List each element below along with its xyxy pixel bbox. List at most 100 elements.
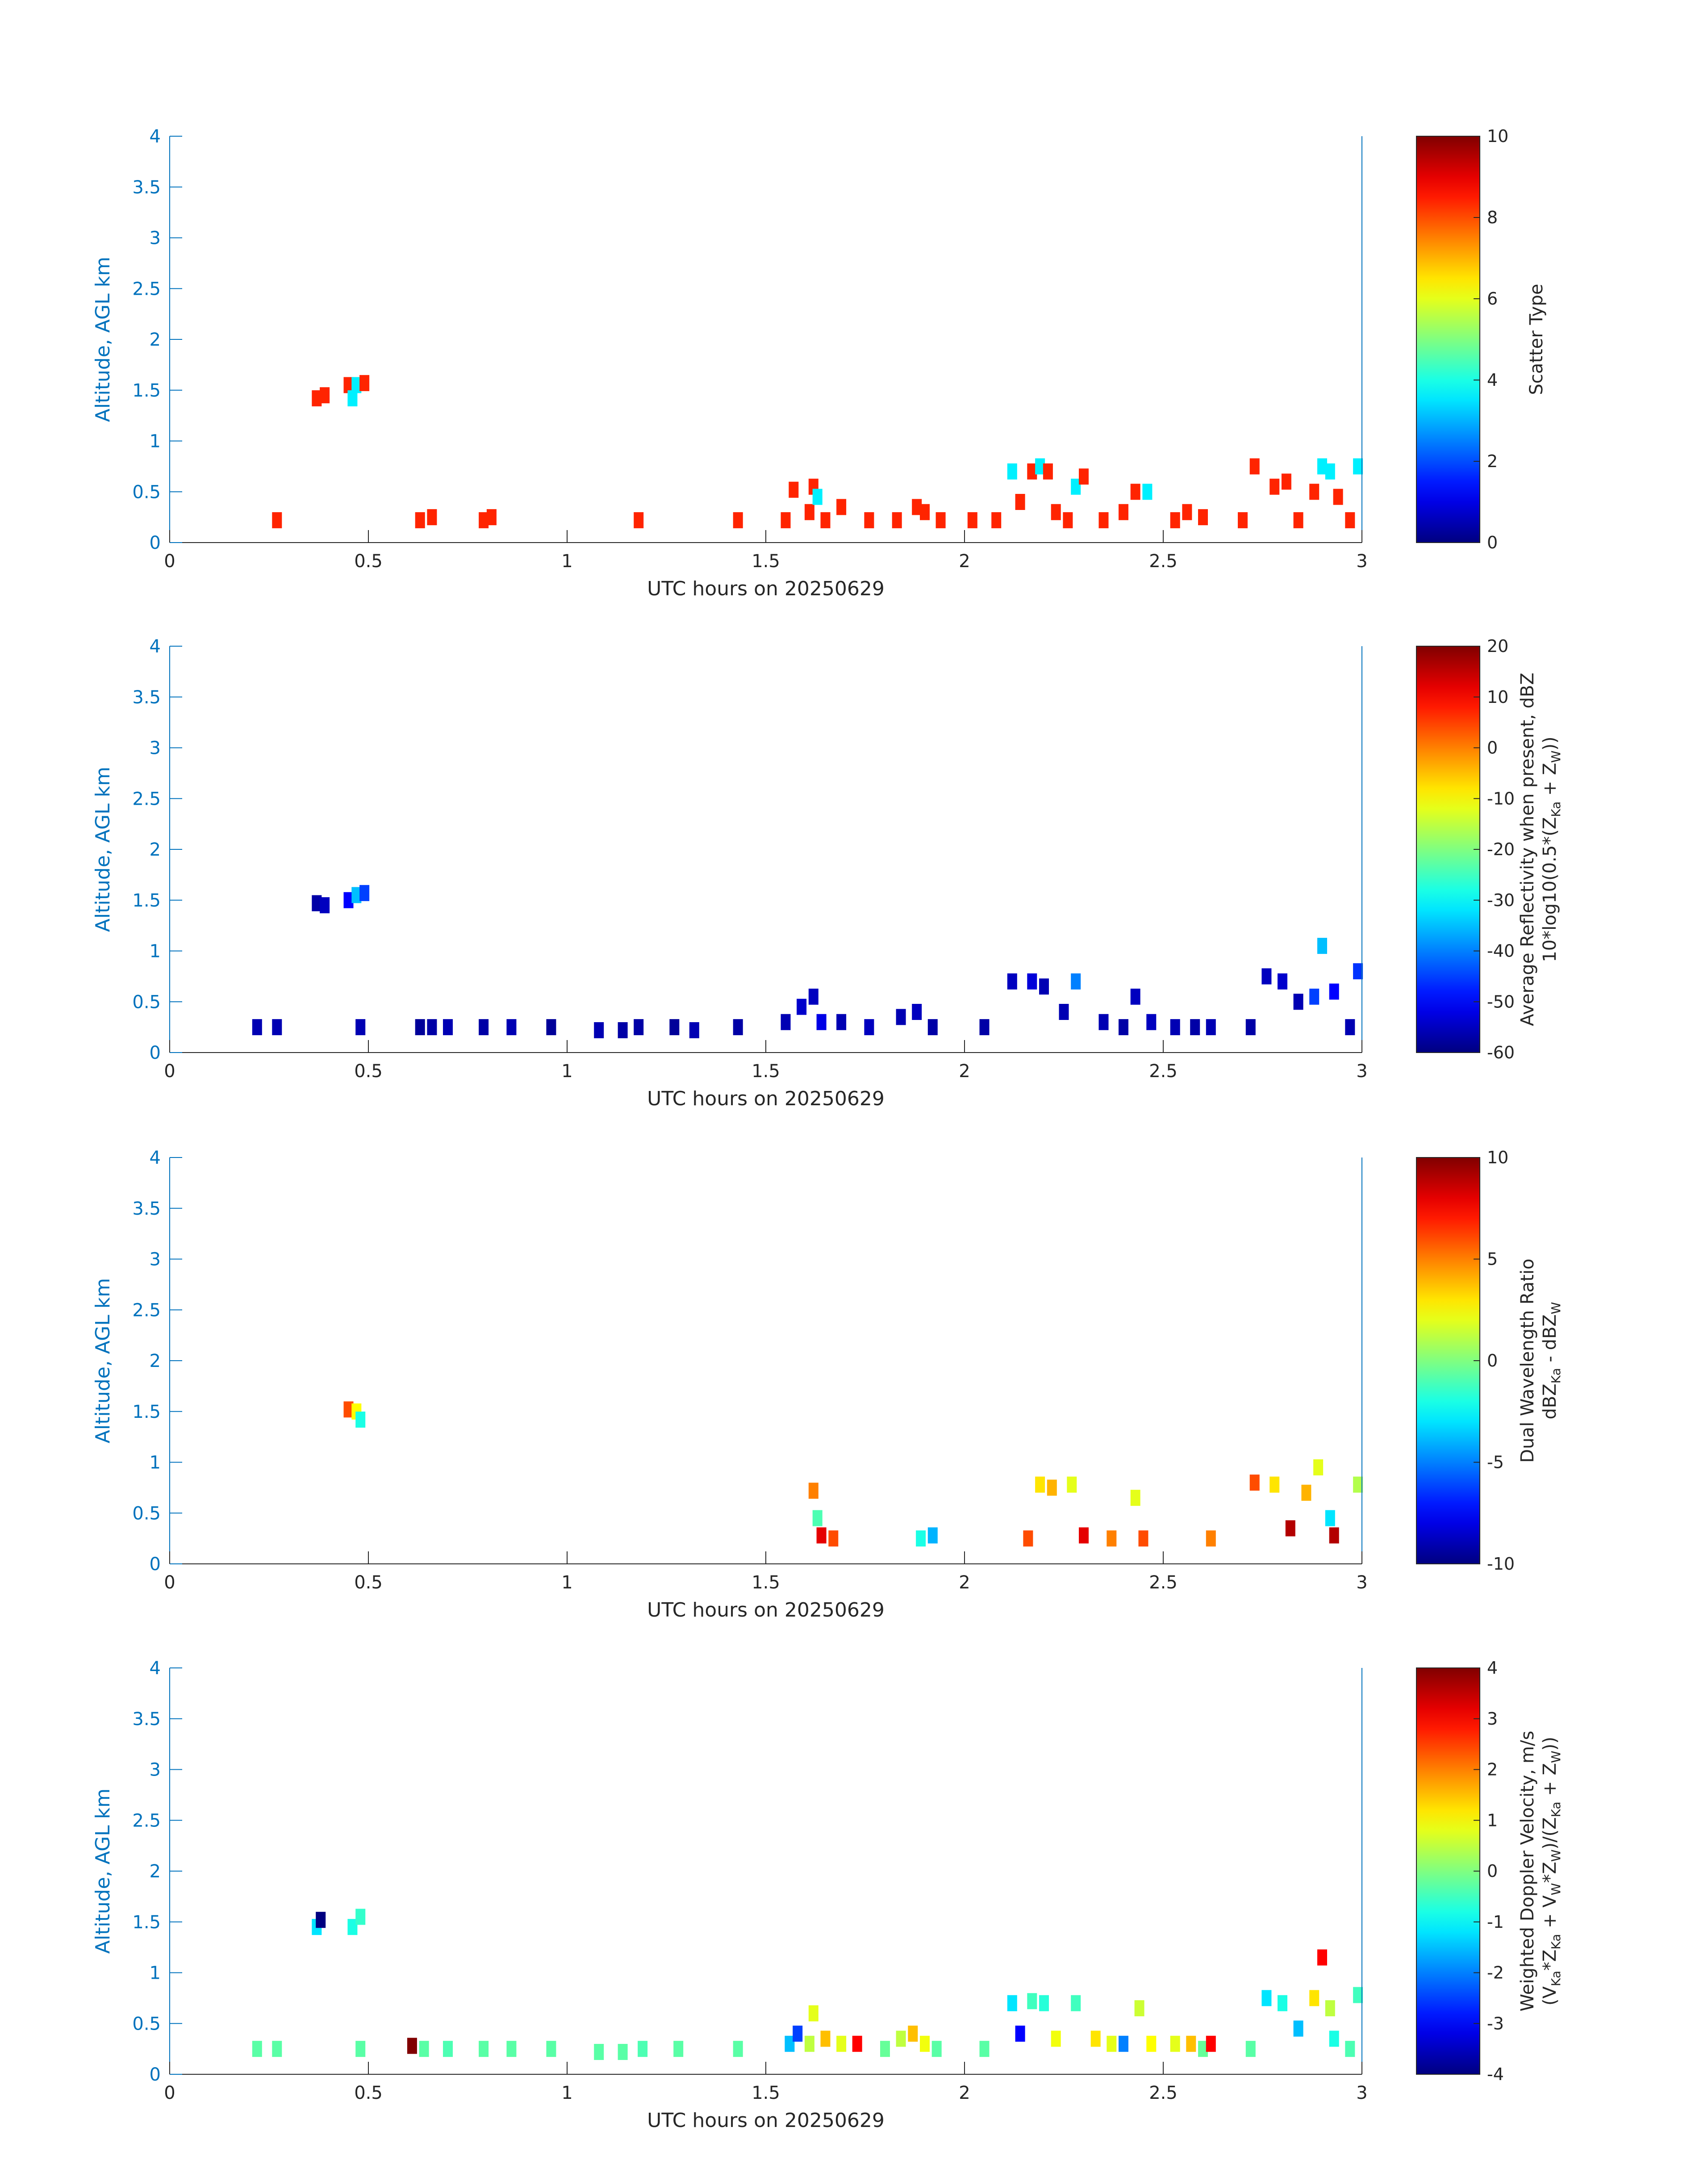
heatmap-cell (927, 1527, 938, 1544)
heatmap-cell (789, 481, 799, 498)
colorbar-tick-label: 6 (1487, 289, 1498, 309)
x-tick-label: 0 (164, 1061, 175, 1082)
heatmap-cell (415, 1019, 425, 1036)
heatmap-cell (1309, 1990, 1320, 2006)
heatmap-cell (804, 2035, 814, 2052)
heatmap-cell (1353, 1987, 1363, 2003)
y-tick-label: 2.5 (132, 1300, 161, 1320)
heatmap-cell (1206, 1019, 1216, 1036)
heatmap-cell (486, 509, 497, 526)
y-tick-label: 3.5 (132, 1709, 161, 1730)
heatmap-cell (1245, 2041, 1256, 2057)
heatmap-cell (920, 2035, 930, 2052)
heatmap-cell (1134, 2000, 1144, 2017)
heatmap-cell (1325, 463, 1335, 480)
x-tick-label: 0.5 (354, 1572, 383, 1593)
y-axis-title: Altitude, AGL km (92, 1788, 114, 1954)
heatmap-cell (912, 499, 922, 515)
panel-weighted-doppler-velocity: 0 0.5 1 1.5 2 2.5 3 3.5 4 0 0.5 1 1.5 2 2.5 3 UTC hours … (92, 1658, 1563, 2132)
y-tick-label: 0 (150, 2064, 161, 2085)
y-tick-label: 3 (150, 738, 161, 759)
colorbar-title: Dual Wavelength Ratio dBZKa - dBZW (1517, 1258, 1563, 1462)
heatmap-cell (1313, 1459, 1324, 1475)
heatmap-cell (979, 1019, 990, 1036)
colorbar-tick-label: -60 (1487, 1043, 1515, 1062)
heatmap-cell (669, 1019, 680, 1036)
heatmap-cell (1329, 1527, 1339, 1544)
y-tick-label: 0.5 (132, 1503, 161, 1524)
colorbar-tick-label: -10 (1487, 789, 1515, 808)
colorbar-tick-label: 5 (1487, 1249, 1498, 1269)
heatmap-cell (252, 1019, 262, 1036)
subscript-part: Ka (1549, 1801, 1563, 1817)
heatmap-cell (1067, 1476, 1077, 1493)
heatmap-cell (546, 1019, 556, 1036)
colorbar (1416, 646, 1480, 1053)
subscript-part: W (1549, 1849, 1563, 1862)
heatmap-cell (931, 2041, 942, 2057)
heatmap-cell (359, 375, 370, 391)
heatmap-cell (355, 2041, 366, 2057)
y-tick-label: 0.5 (132, 482, 161, 502)
heatmap-cell (816, 1014, 827, 1030)
heatmap-cell (892, 512, 902, 528)
colorbar-tick-label: 0 (1487, 738, 1498, 758)
heatmap-cell (1278, 1995, 1287, 2011)
heatmap-cell (1245, 1019, 1256, 1036)
heatmap-cell (804, 504, 814, 520)
heatmap-cell (908, 2026, 918, 2042)
heatmap-cell (638, 2041, 648, 2057)
heatmap-cell (1098, 512, 1109, 528)
heatmap-cell (272, 2041, 282, 2057)
x-tick-label: 2 (959, 1572, 970, 1593)
x-tick-label: 1 (561, 1572, 572, 1593)
x-tick-label: 0 (164, 551, 175, 572)
colorbar (1416, 1667, 1480, 2075)
y-tick-label: 4 (150, 126, 161, 147)
title-part: )) (1540, 736, 1560, 750)
heatmap-cell (689, 1022, 699, 1038)
heatmap-cell (1015, 494, 1025, 510)
heatmap-cell (1333, 489, 1343, 505)
heatmap-cell (781, 1014, 791, 1030)
heatmap-cell (443, 2041, 453, 2057)
heatmap-cell (916, 1530, 926, 1547)
x-axis-title: UTC hours on 20250629 (647, 2109, 885, 2132)
heatmap-cell (967, 512, 977, 528)
heatmap-cell (1098, 1014, 1109, 1030)
heatmap-cell (1027, 973, 1037, 990)
colorbar-tick-label: 10 (1487, 1148, 1508, 1167)
heatmap-cell (1130, 988, 1140, 1005)
heatmap-cell (864, 1019, 874, 1036)
heatmap-cell (1130, 1490, 1140, 1506)
colorbar-tick-label: -20 (1487, 840, 1515, 859)
heatmap-cell (733, 512, 743, 528)
heatmap-cell (634, 512, 644, 528)
title-part: *Z (1540, 1950, 1560, 1971)
colorbar-tick-label: 1 (1487, 1810, 1498, 1830)
heatmap-cell (316, 1912, 326, 1928)
heatmap-cell (634, 1019, 644, 1036)
y-tick-label: 4 (150, 1658, 161, 1679)
heatmap-cell (1035, 458, 1045, 475)
y-tick-label: 0 (150, 1554, 161, 1575)
colorbar-tick-label: 0 (1487, 533, 1498, 552)
heatmap-cell (1309, 988, 1320, 1005)
heatmap-cell (1071, 973, 1081, 990)
panel-average-reflectivity: 0 0.5 1 1.5 2 2.5 3 3.5 4 0 0.5 1 1.5 2 2.5 3 UTC hours … (92, 636, 1563, 1110)
heatmap-cell (1079, 1527, 1089, 1544)
title-part: - dBZ (1540, 1314, 1560, 1368)
heatmap-cell (793, 2026, 803, 2042)
heatmap-cell (1138, 1530, 1148, 1547)
heatmap-cell (343, 892, 354, 908)
title-part: + Z (1540, 1763, 1560, 1801)
heatmap-cell (927, 1019, 938, 1036)
subscript-part: W (1549, 751, 1563, 763)
heatmap-cell (618, 1022, 628, 1038)
title-part: dBZ (1540, 1383, 1560, 1419)
heatmap-cell (896, 1009, 906, 1025)
heatmap-cell (272, 1019, 282, 1036)
heatmap-cell (594, 2043, 604, 2060)
x-tick-label: 0.5 (354, 551, 383, 572)
heatmap-cell (347, 1919, 358, 1935)
